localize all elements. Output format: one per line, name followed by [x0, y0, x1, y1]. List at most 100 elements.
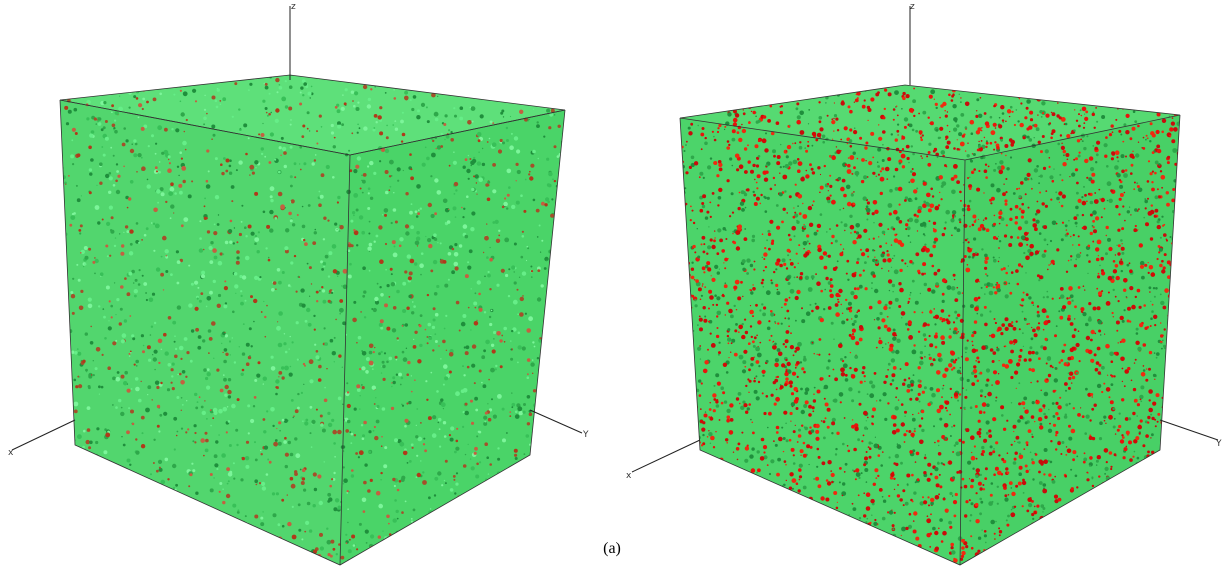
speckle [475, 292, 477, 294]
speckle [491, 526, 495, 530]
speckle [309, 296, 310, 297]
speckle [786, 555, 789, 558]
speckle [181, 397, 183, 399]
speckle [210, 488, 214, 492]
speckle [428, 323, 432, 327]
speckle [743, 558, 744, 559]
speckle [221, 172, 224, 175]
speckle [692, 419, 694, 421]
speckle [78, 503, 82, 507]
speckle [753, 345, 756, 348]
speckle [199, 396, 201, 398]
speckle [191, 329, 194, 332]
speckle [367, 247, 371, 251]
speckle [232, 78, 234, 80]
speckle [1111, 518, 1115, 522]
speckle [1144, 200, 1148, 204]
speckle [424, 449, 427, 452]
speckle [901, 403, 904, 406]
speckle [456, 440, 459, 443]
speckle [1037, 329, 1039, 331]
speckle [702, 194, 706, 198]
speckle [217, 304, 221, 308]
speckle [249, 327, 252, 330]
speckle [1125, 560, 1128, 563]
speckle [432, 415, 436, 419]
speckle [803, 371, 806, 374]
speckle [427, 294, 429, 296]
speckle [1068, 377, 1071, 380]
speckle [385, 269, 387, 271]
speckle [311, 446, 313, 448]
speckle [503, 327, 507, 331]
speckle [172, 363, 175, 366]
speckle [1131, 305, 1136, 310]
speckle [707, 436, 709, 438]
speckle [529, 413, 533, 417]
speckle [1108, 415, 1113, 420]
speckle [443, 384, 445, 386]
speckle [209, 260, 213, 264]
speckle [332, 430, 337, 435]
speckle [1044, 392, 1049, 397]
speckle [118, 399, 121, 402]
speckle [566, 178, 569, 181]
speckle [1140, 511, 1143, 514]
speckle [278, 442, 282, 446]
speckle [333, 472, 335, 474]
speckle [1135, 508, 1138, 511]
speckle [906, 94, 910, 98]
speckle [1169, 106, 1171, 108]
speckle [1017, 545, 1021, 549]
speckle [133, 95, 136, 98]
speckle [818, 101, 820, 103]
speckle [907, 559, 909, 561]
speckle [735, 504, 739, 508]
speckle [430, 508, 431, 509]
speckle [278, 523, 281, 526]
speckle [164, 530, 167, 533]
speckle [1181, 473, 1184, 476]
speckle [218, 261, 223, 266]
speckle [913, 511, 917, 515]
speckle [59, 336, 62, 339]
speckle [815, 437, 819, 441]
speckle [171, 368, 174, 371]
speckle [373, 351, 375, 353]
speckle [1179, 488, 1183, 492]
speckle [90, 158, 94, 162]
speckle [734, 353, 738, 357]
speckle [920, 351, 923, 354]
speckle [191, 180, 193, 182]
speckle [528, 316, 533, 321]
speckle [387, 284, 390, 287]
speckle [284, 246, 288, 250]
speckle [782, 175, 787, 180]
speckle [1106, 387, 1111, 392]
speckle [1085, 323, 1089, 327]
speckle [840, 187, 845, 192]
speckle [135, 143, 138, 146]
speckle [788, 325, 790, 327]
speckle [933, 563, 937, 567]
speckle [746, 258, 750, 262]
speckle [1081, 98, 1082, 99]
speckle [270, 132, 274, 136]
speckle [1163, 447, 1166, 450]
speckle [820, 542, 822, 544]
speckle [476, 320, 477, 321]
speckle [384, 352, 386, 354]
speckle [291, 399, 294, 402]
speckle [121, 375, 125, 379]
speckle [721, 533, 723, 535]
speckle [1125, 559, 1129, 563]
speckle [915, 461, 917, 463]
speckle [150, 553, 153, 556]
speckle [1095, 107, 1097, 109]
speckle [750, 325, 752, 327]
speckle [1010, 208, 1013, 211]
speckle [454, 115, 457, 118]
speckle [236, 261, 240, 265]
speckle [380, 327, 383, 330]
speckle [1106, 235, 1107, 236]
